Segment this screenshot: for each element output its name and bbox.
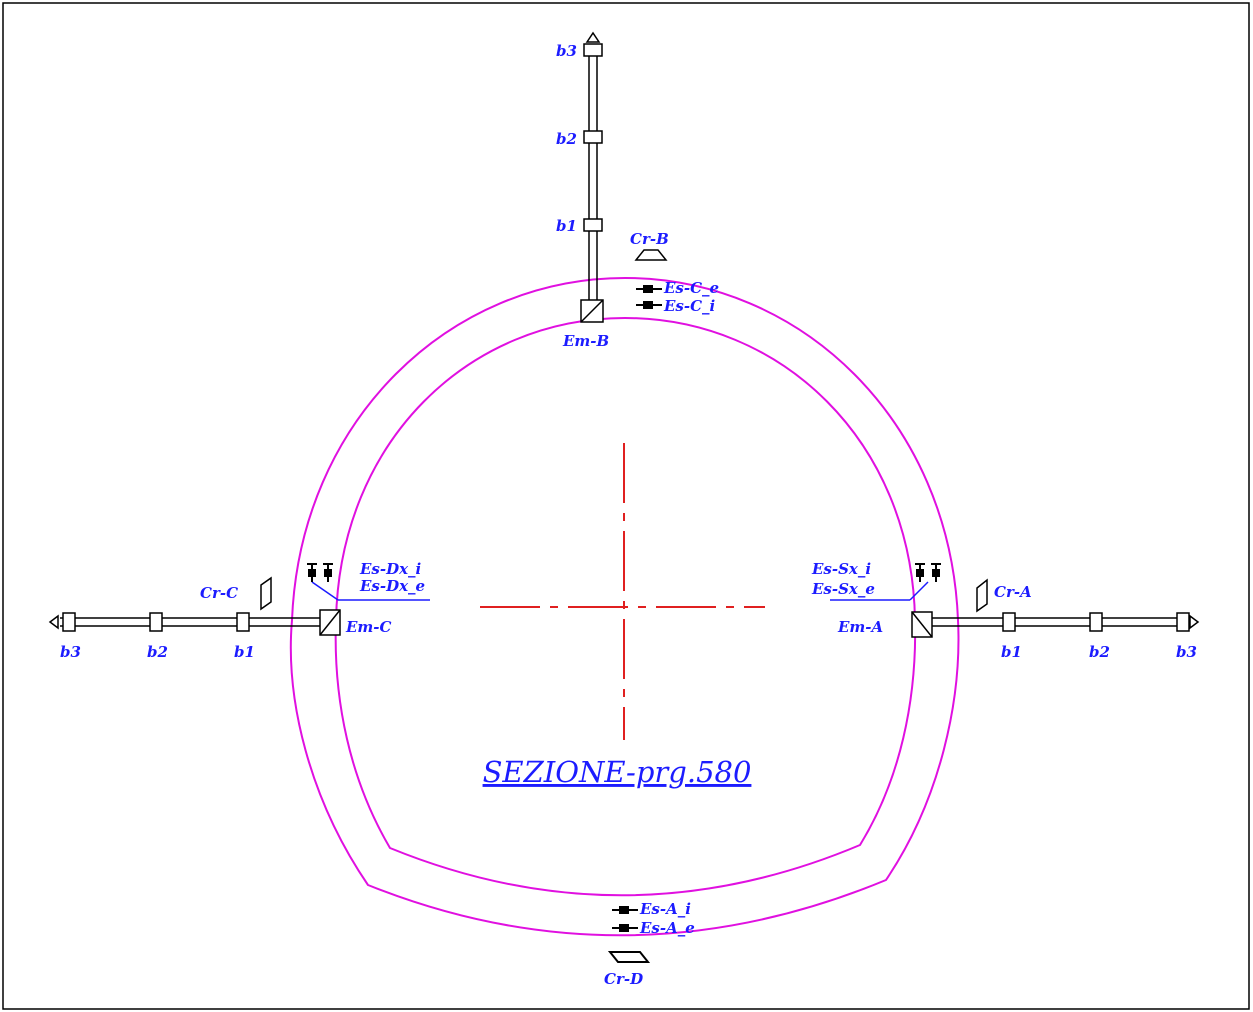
centerlines	[480, 443, 765, 740]
label: Cr-C	[200, 584, 238, 602]
right-rod	[830, 578, 1200, 638]
label: b3	[556, 42, 577, 60]
label: b2	[1089, 643, 1110, 661]
sensors	[307, 285, 941, 963]
label: Em-B	[562, 332, 609, 350]
label: Es-Dx_e	[359, 577, 425, 595]
label: b3	[60, 643, 81, 661]
label: Cr-A	[994, 583, 1032, 601]
section-title: SEZIONE-prg.580	[483, 755, 752, 789]
label: b1	[234, 643, 255, 661]
label: Cr-B	[630, 230, 669, 248]
label: Cr-D	[604, 970, 643, 988]
label: Es-A_i	[639, 900, 691, 918]
label: b2	[556, 130, 577, 148]
label: b2	[147, 643, 168, 661]
label: Es-C_e	[663, 279, 719, 297]
label: Em-C	[345, 618, 392, 636]
label: Es-C_i	[663, 297, 716, 315]
label: Em-A	[837, 618, 883, 636]
label: Es-Sx_i	[811, 560, 871, 578]
label: b1	[556, 217, 577, 235]
label: b1	[1001, 643, 1022, 661]
left-rod	[48, 576, 430, 636]
label: Es-A_e	[639, 919, 695, 937]
label: b3	[1176, 643, 1197, 661]
label: Es-Dx_i	[359, 560, 422, 578]
label: Es-Sx_e	[811, 580, 875, 598]
top-rod	[580, 31, 668, 323]
outer-profile	[289, 276, 960, 937]
